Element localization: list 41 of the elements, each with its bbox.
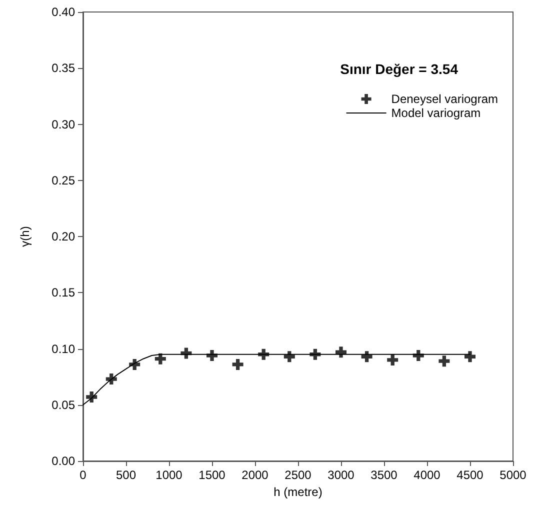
y-tick-label: 0.40: [52, 5, 76, 19]
y-tick-label: 0.15: [52, 286, 76, 300]
point: [361, 351, 372, 362]
annotation: Sınır Değer = 3.54: [340, 61, 458, 77]
point: [412, 350, 424, 361]
y-tick-label: 0.05: [52, 398, 76, 412]
x-tick-label: 4000: [414, 468, 441, 482]
point: [106, 374, 117, 385]
point: [258, 348, 270, 360]
x-tick-label: 2000: [242, 468, 269, 482]
point: [387, 354, 398, 366]
y-tick-label: 0.25: [52, 173, 76, 188]
legend-label: Model variogram: [391, 106, 481, 120]
y-tick-label: 0.35: [52, 61, 76, 76]
x-axis-title: h (metre): [274, 484, 322, 499]
y-axis-title: γ(h): [18, 226, 32, 247]
y-tick-label: 0.00: [52, 454, 76, 468]
x-tick-label: 3500: [370, 468, 398, 482]
x-tick-label: 3000: [328, 468, 355, 482]
point: [129, 358, 140, 370]
point: [206, 350, 218, 361]
x-tick-label: 0: [80, 468, 87, 482]
x-tick-label: 2500: [284, 468, 312, 482]
x-tick-label: 1500: [198, 468, 226, 482]
y-tick-label: 0.20: [52, 230, 76, 244]
point: [310, 348, 321, 360]
x-tick-label: 4500: [456, 468, 484, 482]
point: [86, 392, 98, 403]
x-tick-label: 500: [116, 468, 136, 482]
point: [284, 351, 295, 362]
point: [232, 358, 244, 370]
point: [464, 351, 476, 362]
x-tick-label: 1000: [156, 468, 183, 482]
point: [336, 346, 346, 358]
y-tick-label: 0.10: [52, 342, 76, 356]
point: [438, 356, 450, 367]
legend-label: Deneysel variogram: [391, 92, 498, 106]
point: [154, 353, 166, 364]
x-tick-label: 5000: [500, 468, 527, 482]
y-tick-label: 0.30: [52, 117, 76, 132]
point: [180, 348, 192, 359]
